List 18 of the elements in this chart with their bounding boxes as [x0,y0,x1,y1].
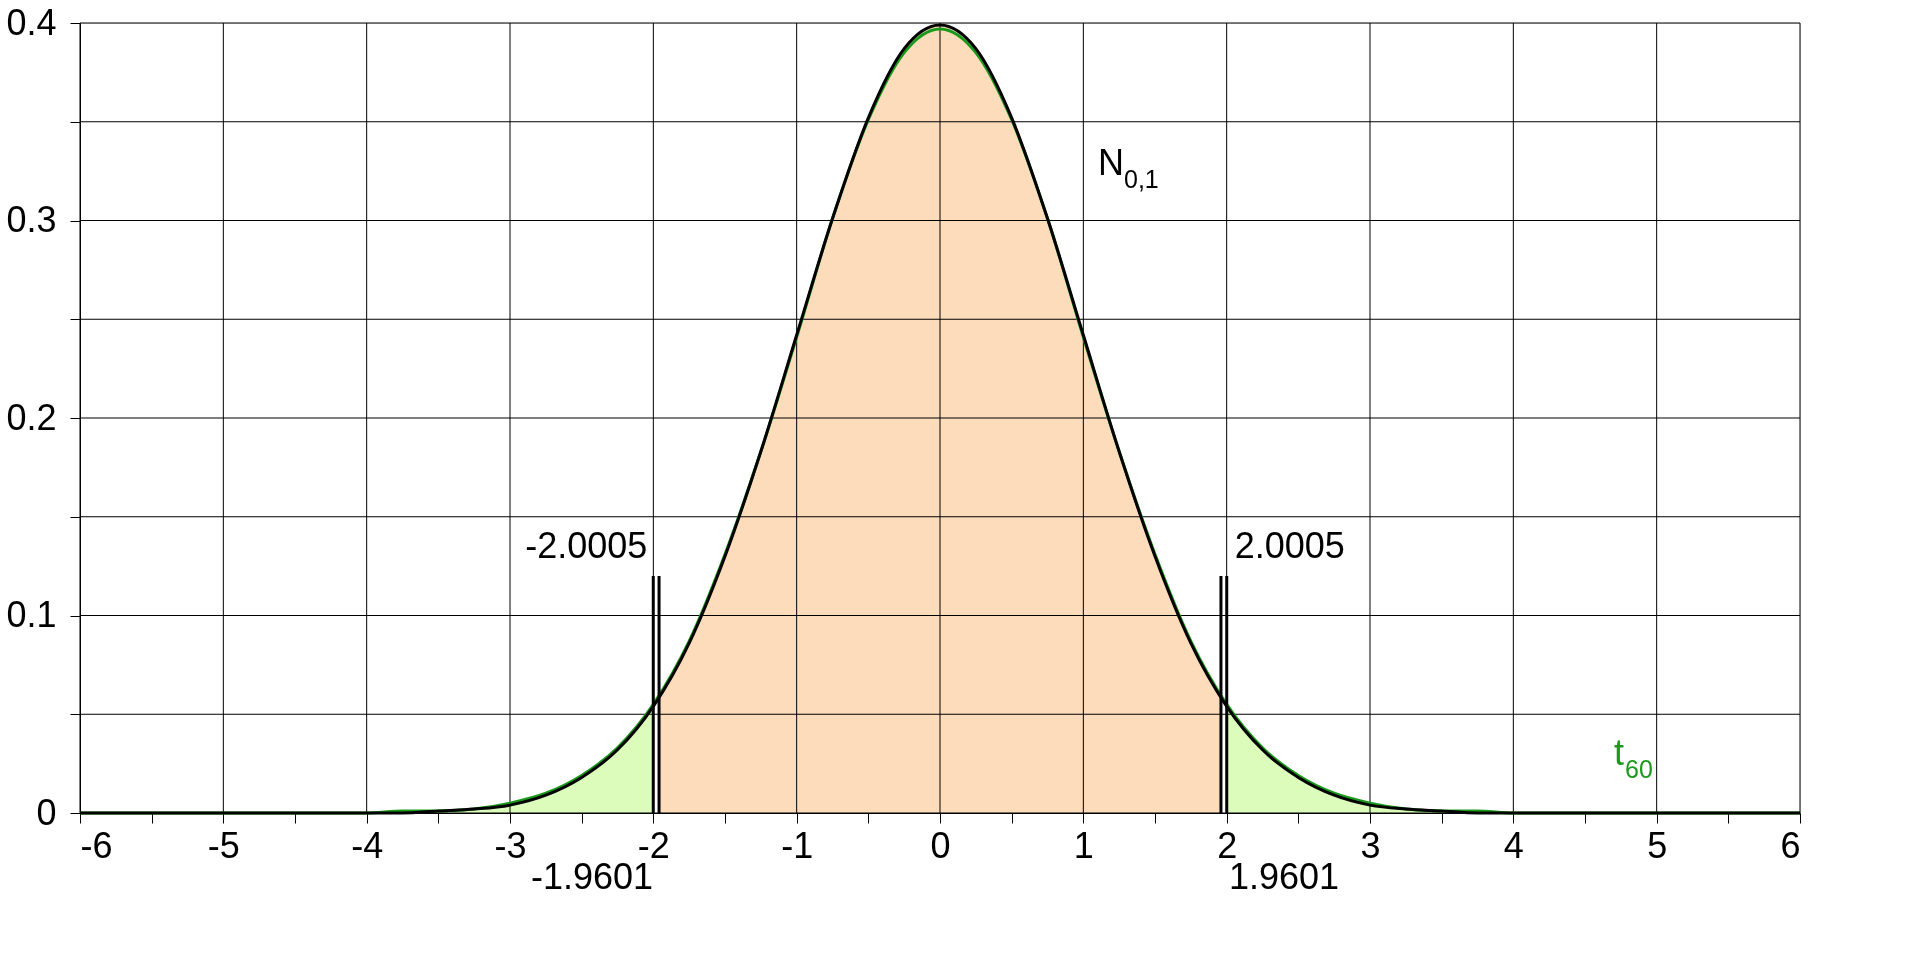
x-tick-label: 6 [1780,824,1801,866]
y-tick-label: 0 [36,791,57,833]
x-tick-label: 3 [1360,824,1381,866]
y-tick-label: 0.1 [6,594,57,635]
x-tick-label: -1 [781,824,814,866]
x-tick-label: 1 [1073,824,1094,866]
x-tick-label: 0 [930,824,951,866]
y-tick-label: 0.2 [6,396,57,438]
x-tick-label: 4 [1503,824,1524,866]
y-tick-label: 0.4 [6,1,57,43]
x-tick-label: -4 [351,824,384,866]
x-tick-label: -3 [494,824,527,866]
y-tick-label: 0.3 [6,199,57,240]
x-tick-label: -6 [80,824,113,866]
annotation: 2.0005 [1234,525,1345,566]
annotation: -2.0005 [525,525,648,566]
x-tick-label: -5 [207,824,240,866]
x-tick-label: 5 [1647,824,1668,866]
